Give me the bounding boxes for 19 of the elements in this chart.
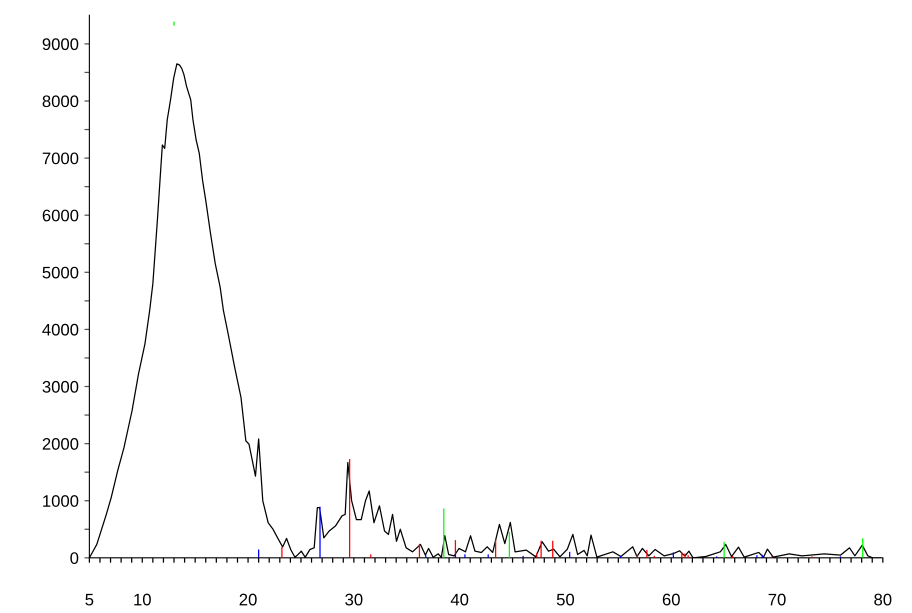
y-tick-label: 6000 [42, 210, 78, 222]
y-tick-label: 0 [70, 552, 78, 564]
x-tick-label: 50 [556, 594, 574, 606]
y-tick-label: 7000 [42, 152, 78, 164]
x-tick-label: 40 [450, 594, 468, 606]
y-tick-label: 9000 [42, 38, 78, 50]
x-tick-label: 80 [874, 594, 892, 606]
x-tick-label: 5 [85, 594, 94, 606]
x-tick-label: 30 [345, 594, 362, 606]
y-tick-label: 2000 [42, 438, 78, 450]
y-tick-label: 8000 [42, 95, 78, 108]
x-tick-label: 20 [240, 594, 257, 606]
x-tick-label: 70 [768, 594, 786, 606]
y-tick-label: 1000 [43, 495, 78, 507]
y-tick-label: 4000 [42, 324, 78, 336]
y-tick-label: 3000 [42, 380, 78, 393]
y-tick-label: 5000 [42, 266, 78, 279]
x-tick-label: 60 [662, 594, 680, 606]
x-tick-label: 10 [134, 594, 151, 606]
